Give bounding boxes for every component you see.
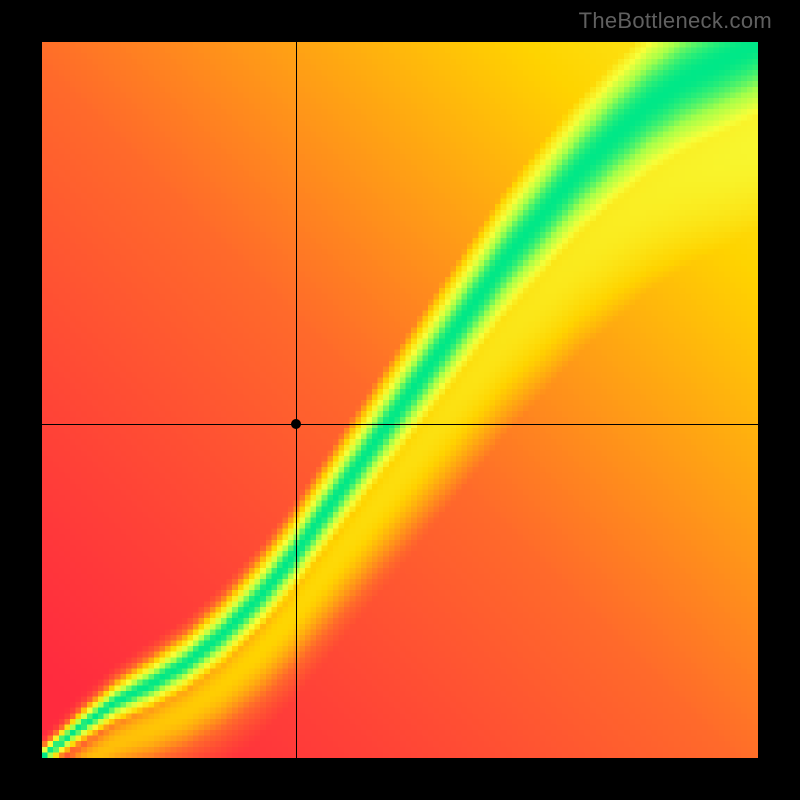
crosshair-horizontal [42, 424, 758, 425]
crosshair-dot [291, 419, 301, 429]
heatmap-canvas [42, 42, 758, 758]
crosshair-vertical [296, 42, 297, 758]
plot-area [42, 42, 758, 758]
watermark-text: TheBottleneck.com [579, 8, 772, 34]
